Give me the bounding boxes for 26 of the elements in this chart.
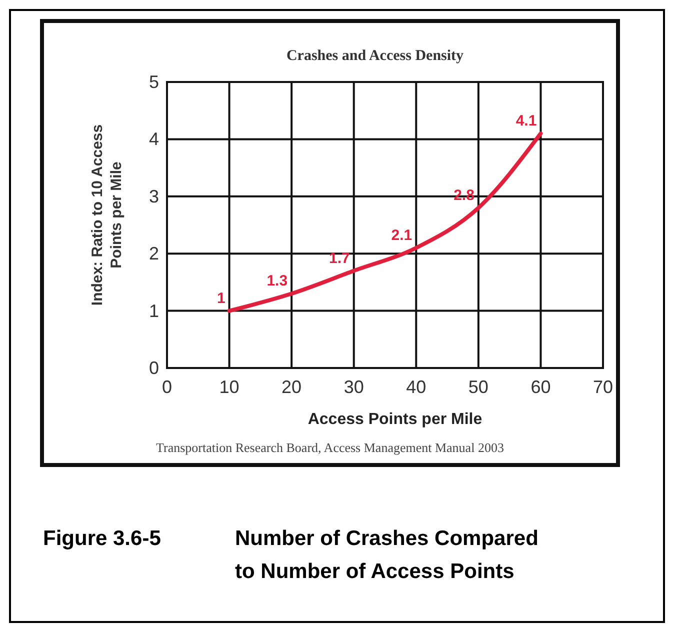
y-tick-label: 2: [148, 244, 159, 264]
data-label: 4.1: [516, 112, 537, 130]
x-tick-label: 70: [592, 377, 614, 397]
x-tick-label: 40: [406, 377, 426, 397]
x-axis-title: Access Points per Mile: [308, 411, 482, 428]
data-label: 1.3: [266, 272, 288, 290]
x-tick-label: 50: [468, 377, 488, 397]
caption: Figure 3.6-5: [43, 527, 162, 550]
text: Number of Crashes Compared to Number of Access Points: [235, 527, 538, 583]
data-label: 1.7: [329, 250, 350, 267]
y-tick-label: 5: [148, 72, 159, 92]
y-tick-label: 1: [148, 300, 159, 321]
x-tick-label: 20: [282, 377, 302, 397]
data-label: 2.1: [391, 226, 412, 244]
y-tick-label: 0: [148, 358, 159, 378]
x-tick-label: 0: [162, 377, 172, 397]
x-tick-label: 10: [219, 377, 240, 397]
data-label: 1: [216, 290, 226, 307]
chart-title: Crashes and Access Density: [286, 48, 464, 64]
x-tick-label: 30: [344, 377, 364, 397]
x-tick-label: 60: [530, 377, 551, 397]
text: Transportation Research Board, Access Management Manual 2003: [156, 440, 504, 455]
y-axis-title: Index: Ratio to 10 Access Points per Mile: [89, 124, 125, 306]
y-tick-label: 3: [148, 186, 159, 206]
line-series: [227, 131, 543, 313]
y-tick-label: 4: [148, 129, 159, 150]
